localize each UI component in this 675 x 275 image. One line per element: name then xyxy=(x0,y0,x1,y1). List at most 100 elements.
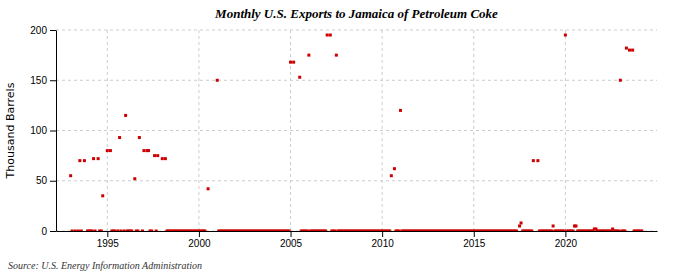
grid-line xyxy=(56,80,657,81)
tick: 2000 xyxy=(188,231,211,249)
tick: 2020 xyxy=(555,231,578,249)
point xyxy=(292,61,295,64)
point xyxy=(562,230,565,232)
points xyxy=(69,34,643,231)
point xyxy=(398,230,401,232)
point xyxy=(520,221,523,224)
point xyxy=(114,230,117,232)
point xyxy=(77,230,80,232)
point xyxy=(156,154,159,157)
grid-line xyxy=(290,30,291,231)
tick-label: 100 xyxy=(30,125,47,136)
point xyxy=(399,109,402,112)
tick-mark xyxy=(199,231,200,237)
tick-label: 200 xyxy=(30,25,47,36)
tick: 2005 xyxy=(280,231,303,249)
point xyxy=(324,230,327,232)
point xyxy=(80,230,83,232)
point xyxy=(97,157,100,160)
grid-line xyxy=(565,30,566,231)
tick-mark xyxy=(565,231,566,237)
point xyxy=(333,230,336,232)
point xyxy=(116,230,119,232)
plot-area: 199520002005201020152020050100150200 xyxy=(30,25,657,249)
point xyxy=(564,34,567,37)
point xyxy=(101,194,104,197)
chart: 199520002005201020152020050100150200Mont… xyxy=(0,0,675,275)
point xyxy=(109,149,112,152)
point xyxy=(203,230,206,232)
point xyxy=(390,174,393,177)
point xyxy=(628,49,631,52)
point xyxy=(118,136,121,139)
point xyxy=(536,159,539,162)
source-note: Source: U.S. Energy Information Administ… xyxy=(8,260,202,271)
tick-label: 150 xyxy=(30,75,47,86)
point xyxy=(532,159,535,162)
point xyxy=(120,230,123,232)
axis-line xyxy=(56,31,57,232)
tick-label: 2015 xyxy=(463,238,486,249)
point xyxy=(161,157,164,160)
point xyxy=(123,230,126,232)
point xyxy=(78,159,81,162)
tick-mark xyxy=(50,181,56,182)
point xyxy=(625,47,628,50)
point xyxy=(550,230,553,232)
tick-label: 2010 xyxy=(372,238,395,249)
point xyxy=(575,224,578,227)
point xyxy=(393,167,396,170)
point xyxy=(619,79,622,82)
grid-line xyxy=(56,130,657,131)
tick-mark xyxy=(50,80,56,81)
tick: 50 xyxy=(36,175,56,186)
point xyxy=(138,136,141,139)
point xyxy=(518,224,521,227)
tick-label: 2020 xyxy=(555,238,578,249)
point xyxy=(141,230,144,232)
point xyxy=(388,230,391,232)
point xyxy=(136,230,139,232)
point xyxy=(142,149,145,152)
tick-label: 2005 xyxy=(280,238,303,249)
point xyxy=(100,230,103,232)
point xyxy=(147,149,150,152)
point xyxy=(306,230,309,232)
point xyxy=(69,174,72,177)
tick-mark xyxy=(291,231,292,237)
point xyxy=(530,230,533,232)
point xyxy=(617,230,620,232)
tick-mark xyxy=(107,231,108,237)
tick-label: 1995 xyxy=(97,238,120,249)
title: Monthly U.S. Exports to Jamaica of Petro… xyxy=(214,6,498,21)
point xyxy=(155,230,158,232)
tick-mark xyxy=(50,131,56,132)
point xyxy=(83,159,86,162)
point xyxy=(572,230,575,232)
point xyxy=(164,157,167,160)
tick-mark xyxy=(382,231,383,237)
point xyxy=(133,177,136,180)
point xyxy=(298,76,301,79)
point xyxy=(329,34,332,37)
tick-mark xyxy=(50,231,56,232)
grid-line xyxy=(56,30,657,31)
point xyxy=(124,114,127,117)
tick: 2015 xyxy=(463,231,486,249)
point xyxy=(335,54,338,57)
y-axis: 050100150200 xyxy=(30,25,56,237)
tick: 200 xyxy=(30,25,56,36)
grid-line xyxy=(107,30,108,231)
point xyxy=(71,230,74,232)
point xyxy=(288,230,291,232)
tick: 1995 xyxy=(97,231,120,249)
point xyxy=(307,54,310,57)
point xyxy=(94,230,97,232)
point xyxy=(106,149,109,152)
x-axis: 1995 2000 2005 2010 2015 2020 xyxy=(57,231,658,249)
point xyxy=(631,49,634,52)
point xyxy=(623,230,626,232)
grid-line xyxy=(56,180,657,181)
point xyxy=(74,230,77,232)
axis-line xyxy=(57,231,658,232)
